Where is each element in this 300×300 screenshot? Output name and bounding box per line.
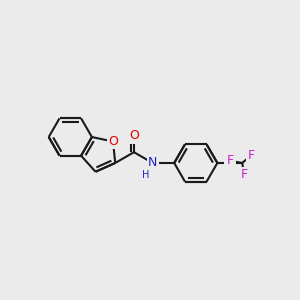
Text: N: N bbox=[148, 157, 157, 169]
Text: F: F bbox=[248, 149, 255, 162]
Text: F: F bbox=[227, 154, 234, 167]
Text: H: H bbox=[142, 170, 150, 180]
Text: O: O bbox=[108, 135, 118, 148]
Text: O: O bbox=[129, 130, 139, 142]
Text: O: O bbox=[225, 157, 235, 169]
Text: F: F bbox=[241, 168, 248, 181]
